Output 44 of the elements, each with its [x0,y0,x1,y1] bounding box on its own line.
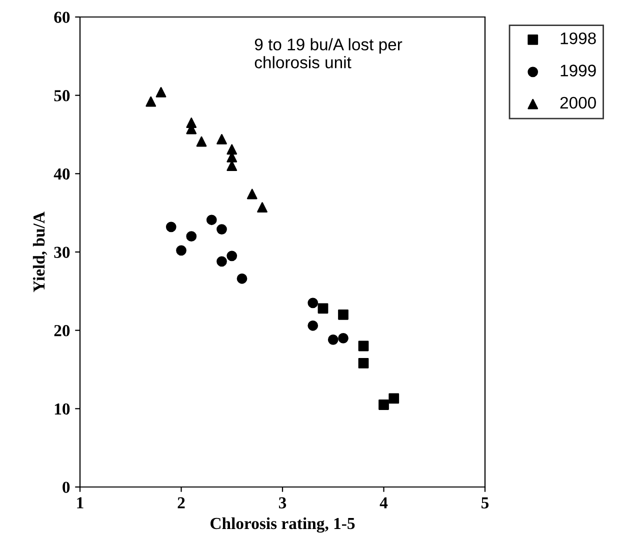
x-tick-label: 1 [77,497,84,508]
legend-label: 1998 [560,32,596,44]
legend-label: 1999 [560,64,596,76]
y-tick-label: 10 [54,403,70,415]
point [236,273,248,284]
y-tick-label: 30 [54,246,70,258]
point [176,245,186,256]
point [226,160,238,172]
point [328,334,338,345]
point [226,144,238,155]
y-tick-label: 20 [54,325,70,336]
point [156,87,166,98]
y-tick-label: 60 [54,12,70,23]
point [358,340,369,352]
point [166,222,176,232]
legend-label: 2000 [560,96,596,109]
y-axis-title: Yield, bu/A [32,212,48,292]
point [388,393,400,404]
point [358,358,369,368]
point [216,134,227,144]
x-axis-title: Chlorosis rating, 1-5 [210,517,355,533]
x-tick-label: 2 [178,497,185,508]
point [196,136,207,147]
point [186,231,197,242]
point [257,202,268,213]
x-tick-label: 5 [482,497,489,508]
point [226,250,238,262]
point [216,224,227,234]
y-tick-label: 0 [62,482,70,493]
point [308,320,318,331]
annotation: 9 to 19 bu/A lost per chlorosis unit [254,38,402,68]
point [308,298,318,308]
point [146,96,156,107]
point [206,214,217,226]
point [378,400,389,410]
y-tick-label: 50 [54,90,70,102]
x-tick-label: 3 [278,497,286,508]
point [216,256,227,267]
point [338,332,348,344]
point [246,188,258,200]
point [338,309,348,320]
x-tick-label: 4 [380,497,388,508]
y-tick-label: 40 [54,168,70,180]
point [318,303,328,314]
